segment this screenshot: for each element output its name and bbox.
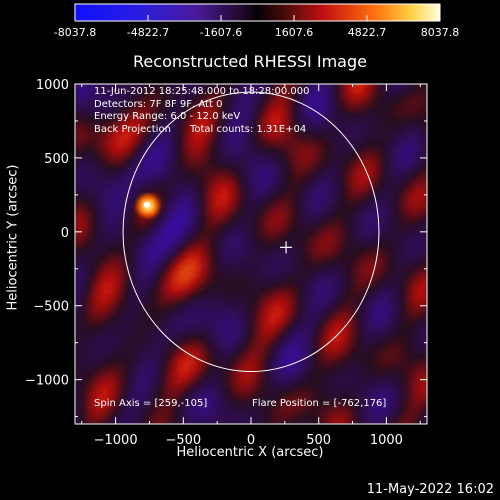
y-tick-label: 1000 [36, 78, 69, 93]
spin-axis-label: Spin Axis = [259,-105] [94, 398, 208, 409]
colorbar-tick-label: -8037.8 [54, 26, 96, 39]
image-info: 11-Jun-2012 18:25:48.000 to 18:28:00.000… [94, 86, 310, 136]
plot-axes: −1000 −500 0 500 1000 −1000 −500 0 500 1000 [25, 78, 428, 448]
chart-title: Reconstructed RHESSI Image [133, 52, 367, 71]
total-counts: Total counts: 1.31E+04 [189, 123, 307, 135]
x-tick-label: −500 [165, 433, 201, 448]
x-tick-label: 0 [247, 433, 255, 448]
energy-range: Energy Range: 6.0 - 12.0 keV [94, 111, 241, 122]
timestamp: 11-May-2022 16:02 [366, 482, 494, 497]
x-tick-label: 500 [306, 433, 331, 448]
heatmap-area [75, 84, 427, 424]
colorbar-tick-label: -4822.7 [127, 26, 169, 39]
colorbar [74, 3, 441, 22]
y-tick-label: −1000 [25, 374, 69, 389]
colorbar-tick-label: 1607.6 [275, 26, 314, 39]
colorbar-tick-label: 8037.8 [421, 26, 460, 39]
time-range: 11-Jun-2012 18:25:48.000 to 18:28:00.000 [94, 86, 310, 97]
colorbar-tick-label: 4822.7 [348, 26, 387, 39]
flare-position-label: Flare Position = [-762,176] [252, 398, 387, 409]
x-tick-label: −1000 [94, 433, 138, 448]
x-tick-label: 1000 [370, 433, 403, 448]
colorbar-tick-label: -1607.6 [200, 26, 242, 39]
solar-limb [122, 91, 380, 373]
y-tick-label: 0 [61, 226, 69, 241]
detectors: Detectors: 7F 8F 9F, Att 0 [94, 98, 223, 110]
colorbar-ticks: -8037.8 -4822.7 -1607.6 1607.6 4822.7 8037.8 [54, 15, 459, 39]
x-axis-label: Heliocentric X (arcsec) [176, 445, 324, 460]
y-tick-label: 500 [44, 152, 69, 167]
y-axis-label: Heliocentric Y (arcsec) [5, 164, 21, 311]
method: Back Projection [94, 123, 171, 135]
y-tick-label: −500 [33, 300, 69, 315]
